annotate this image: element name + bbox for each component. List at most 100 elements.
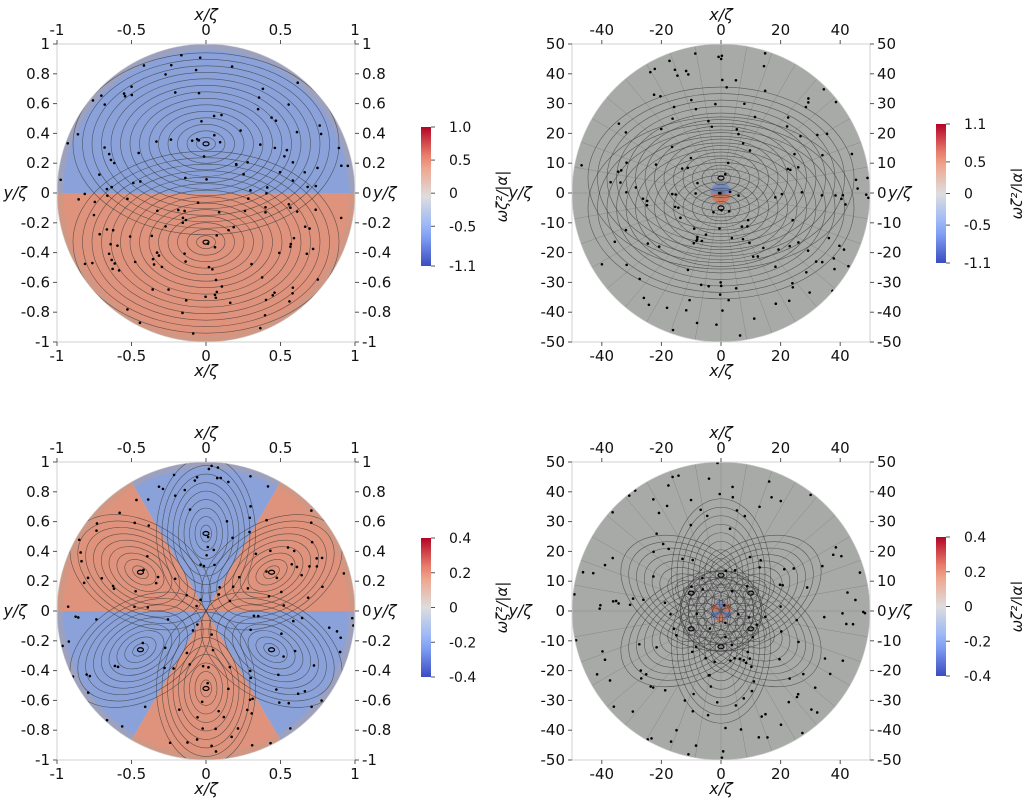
streamline-arrow: [289, 245, 292, 248]
vortex-core: [202, 141, 210, 147]
streamline-arrow: [177, 708, 181, 711]
streamline-arrow: [647, 303, 651, 307]
streamline-arrow: [733, 656, 736, 660]
streamline-arrow: [219, 476, 223, 480]
streamline-arrow: [681, 557, 684, 561]
streamline-arrow: [673, 68, 677, 72]
y-tick-label-left: -0.4: [21, 662, 50, 680]
streamline-arrow: [841, 659, 845, 662]
streamline-arrow: [314, 184, 318, 188]
streamline-arrow: [856, 187, 859, 190]
streamline-arrow: [337, 146, 341, 150]
positive-vorticity-lobe: [131, 611, 281, 760]
streamline-arrow: [619, 181, 622, 184]
colorbar-tick-label: 0.4: [449, 531, 471, 547]
y-tick-label-left: -0.8: [21, 303, 50, 321]
streamline: [116, 552, 165, 592]
streamline-arrow: [120, 725, 124, 728]
streamline-arrow: [200, 700, 204, 704]
streamline: [720, 610, 748, 758]
streamline-arrow: [295, 130, 299, 134]
streamline-arrow: [201, 664, 205, 668]
streamline: [101, 170, 311, 314]
y-tick-label-left: 1: [40, 453, 50, 471]
streamline-arrow: [214, 296, 218, 300]
streamline: [158, 209, 254, 275]
streamline-arrow: [273, 291, 276, 294]
streamline-arrow: [248, 530, 251, 534]
streamline-arrow: [309, 521, 313, 524]
streamline-arrow: [265, 518, 268, 522]
streamline-arrow: [246, 197, 250, 200]
streamline-arrow: [789, 168, 792, 172]
streamline: [224, 610, 319, 689]
streamline-arrow: [321, 585, 324, 589]
streamline-arrow: [190, 139, 194, 142]
streamline-arrow: [287, 701, 291, 705]
colorbar: 1.1 0.5 0 -0.5 -1.1 ωζ²/|α|: [936, 117, 1022, 272]
streamline-arrow: [652, 550, 655, 554]
streamline-arrow: [310, 705, 313, 709]
streamline-arrow: [316, 278, 320, 281]
streamline-arrow: [634, 186, 638, 189]
x-tick-label-bottom: 0: [716, 765, 726, 783]
streamline-arrow: [137, 151, 140, 155]
streamline-arrow: [242, 172, 245, 176]
streamline-arrow: [777, 248, 780, 251]
streamline: [636, 583, 747, 675]
streamline-arrow: [172, 667, 175, 670]
streamline-arrow: [741, 141, 745, 145]
streamline-arrow: [217, 709, 220, 713]
streamline: [194, 516, 218, 551]
streamline-arrow: [180, 53, 183, 57]
streamline: [720, 610, 836, 707]
streamline: [93, 610, 188, 689]
streamline-arrow: [277, 701, 281, 704]
streamline-arrow: [625, 190, 628, 194]
streamline-arrow: [763, 615, 767, 619]
colorbar-tick-label: -0.2: [449, 635, 476, 651]
streamline-arrow: [270, 116, 273, 119]
streamline-arrow: [111, 584, 115, 588]
streamline-arrow: [841, 193, 845, 197]
x-tick-label-top: 0.5: [269, 439, 293, 457]
y-tick-label-right: 20: [877, 124, 896, 142]
streamline-arrow: [214, 727, 217, 731]
streamline-arrow: [573, 593, 576, 596]
streamline: [72, 150, 340, 334]
streamline-arrow: [277, 673, 280, 677]
x-tick-label-top: -0.5: [117, 439, 146, 457]
streamline-arrow: [107, 152, 111, 156]
streamline-arrow: [764, 712, 767, 716]
streamline-arrow: [786, 167, 790, 171]
streamline-arrow: [728, 527, 732, 531]
streamline-arrow: [679, 216, 682, 220]
streamline-arrow: [88, 674, 92, 678]
streamline: [720, 78, 817, 194]
streamline-arrow: [185, 651, 189, 655]
streamline-arrow: [770, 495, 773, 499]
streamline-arrow: [796, 692, 800, 696]
streamline-arrow: [168, 741, 172, 745]
streamline-arrow: [642, 598, 645, 602]
streamline: [646, 481, 722, 612]
streamline-arrow: [695, 321, 699, 325]
streamline-arrow: [157, 485, 161, 488]
streamline-arrow: [257, 96, 261, 99]
colorbar-gradient: [421, 127, 431, 266]
streamline-arrow: [624, 131, 628, 134]
streamline-arrow: [269, 549, 272, 553]
streamline-arrow: [752, 680, 756, 683]
streamline: [734, 579, 767, 607]
streamline-arrow: [758, 566, 762, 569]
colorbar-tick-label: 0: [449, 186, 458, 202]
streamline-arrow: [675, 728, 678, 732]
x-tick-label-top: 20: [771, 21, 790, 39]
streamline-arrow: [763, 89, 767, 93]
x-tick-label-bottom: 40: [831, 765, 850, 783]
streamline-arrow: [791, 218, 794, 222]
streamline-arrow: [211, 267, 214, 271]
colorbar-tick-label: 0: [964, 600, 973, 616]
streamline: [580, 559, 722, 612]
streamline-arrow: [85, 673, 88, 676]
